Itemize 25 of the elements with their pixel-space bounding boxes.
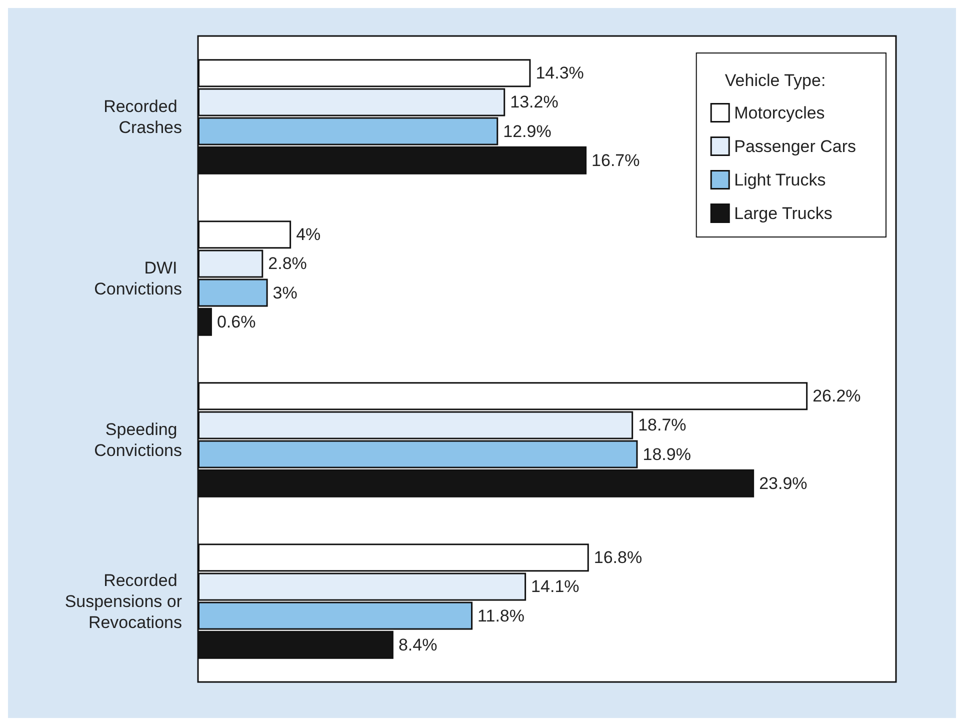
data-label: 18.7% [638, 416, 686, 435]
data-label: 16.8% [594, 548, 642, 568]
data-label: 0.6% [216, 312, 256, 332]
y-tick-label: Speeding Convictions [94, 420, 182, 460]
data-label: 14.3% [536, 64, 584, 83]
data-label: 13.2% [510, 92, 558, 112]
data-label: 4% [296, 225, 321, 244]
legend-label: Light Trucks [734, 170, 826, 190]
data-label: 12.9% [503, 122, 552, 141]
y-tick-label: Recorded Suspensions or Revocations [64, 570, 182, 632]
data-label: 2.8% [268, 254, 307, 274]
data-label: 23.9% [759, 474, 808, 493]
data-label: 14.1% [531, 577, 580, 596]
y-tick-label: DWI Convictions [94, 258, 182, 298]
data-label: 26.2% [812, 386, 861, 406]
legend-label: Large Trucks [734, 204, 832, 223]
data-label: 3% [272, 283, 298, 302]
legend-title: Vehicle Type: [724, 71, 826, 90]
legend-label: Passenger Cars [734, 136, 856, 156]
data-label: 11.8% [478, 606, 524, 626]
legend-label: Motorcycles [734, 103, 825, 122]
data-label: 16.7% [592, 150, 640, 170]
y-tick-label: Recorded Crashes [104, 96, 182, 137]
data-label: 18.9% [642, 444, 691, 464]
data-label: 8.4% [398, 635, 438, 654]
